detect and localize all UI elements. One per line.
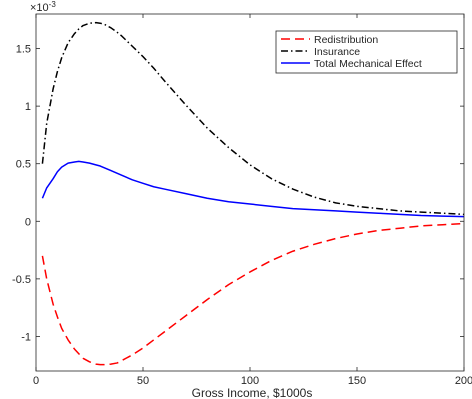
y-axis-multiplier-exponent: -3 [49,0,57,9]
y-tick-label: -0.5 [12,274,31,286]
x-tick-label: 0 [33,375,39,387]
legend-entry-label: Redistribution [314,34,378,46]
x-tick-label: 100 [241,375,259,387]
y-axis-multiplier-base: ×10 [30,2,49,14]
legend-box [275,30,458,74]
x-tick-label: 50 [137,375,149,387]
series-line-total-mechanical-effect [41,160,464,218]
series-layer [41,21,464,366]
x-axis-label: Gross Income, $1000s [192,386,313,399]
y-tick-label: 1.5 [16,44,31,56]
ticks-layer: 0 50 100 150 200 -1 -0.5 0 0.5 1 1.5 [12,14,472,387]
y-tick-label: 0.5 [16,159,31,171]
y-axis-multiplier: ×10-3 [30,0,56,14]
x-tick-label: 150 [348,375,366,387]
legend-entry-label: Insurance [314,46,360,58]
y-tick-label: 0 [25,216,31,228]
y-tick-label: 1 [25,101,31,113]
y-tick-label: -1 [21,331,31,343]
legend-entry-label: Total Mechanical Effect [314,58,422,70]
x-tick-label: 200 [455,375,472,387]
series-line-redistribution [41,222,464,366]
